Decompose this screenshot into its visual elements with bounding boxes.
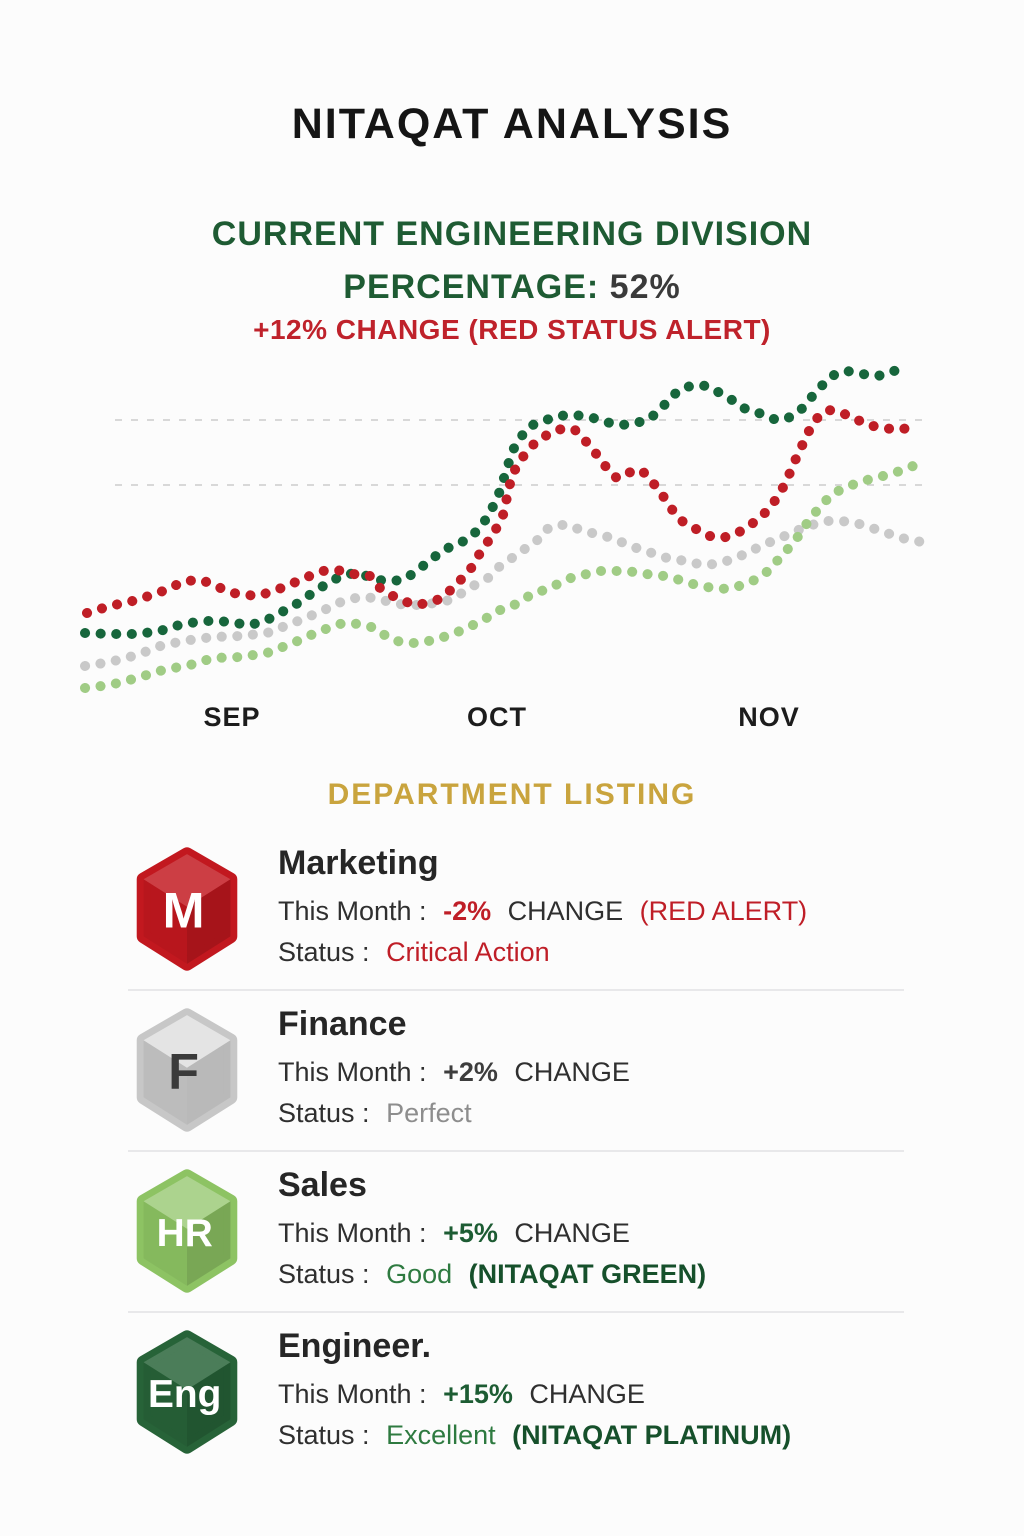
x-tick-nov: NOV (738, 702, 800, 732)
series-marketing (82, 405, 913, 618)
status-line: Status : Excellent (NITAQAT PLATINUM) (278, 1415, 904, 1456)
month-change-line: This Month : -2% CHANGE (RED ALERT) (278, 891, 904, 932)
month-change-value: +15% (443, 1379, 513, 1409)
month-change-line: This Month : +2% CHANGE (278, 1052, 904, 1093)
month-change-word: CHANGE (507, 896, 624, 926)
list-item-sales: HR Sales This Month : +5% CHANGE Status … (128, 1152, 904, 1313)
status-value: Good (386, 1259, 453, 1289)
page-title: NITAQAT ANALYSIS (291, 100, 733, 148)
hexagon-icon: F (136, 1007, 238, 1132)
list-item-finance: F Finance This Month : +2% CHANGE Status… (128, 991, 904, 1152)
trend-chart (70, 358, 930, 706)
percentage-value: 52% (609, 268, 681, 306)
hexagon-icon: Eng (136, 1329, 238, 1454)
finance-hexagon-badge: F (128, 1006, 246, 1134)
list-item-marketing: M Marketing This Month : -2% CHANGE (RED… (128, 830, 904, 991)
engineering-hexagon-badge: Eng (128, 1328, 246, 1456)
status-line: Status : Perfect (278, 1093, 904, 1134)
month-change-value: +2% (443, 1057, 498, 1087)
badge-letter: Eng (148, 1372, 221, 1415)
division-heading-line1: CURRENT ENGINEERING DIVISION (211, 215, 813, 253)
badge-letter: HR (157, 1211, 213, 1254)
status-extra-tag: (NITAQAT PLATINUM) (512, 1420, 792, 1450)
status-line: Status : Critical Action (278, 932, 904, 973)
x-tick-sep: SEP (203, 702, 261, 732)
month-label: This Month : (278, 896, 427, 926)
department-name: Finance (278, 1005, 407, 1043)
x-tick-oct: OCT (467, 702, 527, 732)
badge-letter: M (163, 881, 205, 938)
hexagon-icon: M (136, 846, 238, 971)
badge-letter: F (168, 1042, 199, 1099)
chart-x-axis-labels: SEP OCT NOV (70, 702, 930, 738)
status-line: Status : Good (NITAQAT GREEN) (278, 1254, 904, 1295)
month-change-value: +5% (443, 1218, 498, 1248)
month-change-word: CHANGE (514, 1057, 630, 1087)
status-value: Perfect (386, 1098, 472, 1128)
status-label: Status : (278, 937, 370, 967)
series-finance (80, 516, 927, 671)
series-sales (80, 459, 925, 693)
list-item-engineering: Eng Engineer. This Month : +15% CHANGE S… (128, 1313, 904, 1472)
hexagon-icon: HR (136, 1168, 238, 1293)
department-name: Sales (278, 1166, 367, 1204)
percentage-label: PERCENTAGE: (343, 268, 600, 306)
marketing-hexagon-badge: M (128, 845, 246, 973)
status-label: Status : (278, 1098, 370, 1128)
month-label: This Month : (278, 1218, 427, 1248)
status-extra-tag: (NITAQAT GREEN) (468, 1259, 707, 1289)
department-name: Marketing (278, 844, 439, 882)
month-alert-tag: (RED ALERT) (639, 896, 808, 926)
sales-hexagon-badge: HR (128, 1167, 246, 1295)
status-value: Critical Action (386, 937, 550, 967)
status-label: Status : (278, 1420, 370, 1450)
month-change-line: This Month : +15% CHANGE (278, 1374, 904, 1415)
month-label: This Month : (278, 1379, 427, 1409)
month-change-value: -2% (443, 896, 492, 926)
month-change-word: CHANGE (514, 1218, 630, 1248)
status-value: Excellent (386, 1420, 496, 1450)
month-change-line: This Month : +5% CHANGE (278, 1213, 904, 1254)
month-label: This Month : (278, 1057, 427, 1087)
department-list: M Marketing This Month : -2% CHANGE (RED… (128, 830, 904, 1472)
department-name: Engineer. (278, 1327, 432, 1365)
trend-chart-svg (80, 363, 927, 693)
red-status-alert-heading: +12% CHANGE (RED STATUS ALERT) (253, 314, 771, 345)
division-percentage-heading: CURRENT ENGINEERING DIVISION PERCENTAGE:… (0, 208, 1024, 314)
series-engineering (80, 363, 910, 639)
department-listing-heading: DEPARTMENT LISTING (327, 778, 697, 811)
status-label: Status : (278, 1259, 370, 1289)
month-change-word: CHANGE (529, 1379, 645, 1409)
